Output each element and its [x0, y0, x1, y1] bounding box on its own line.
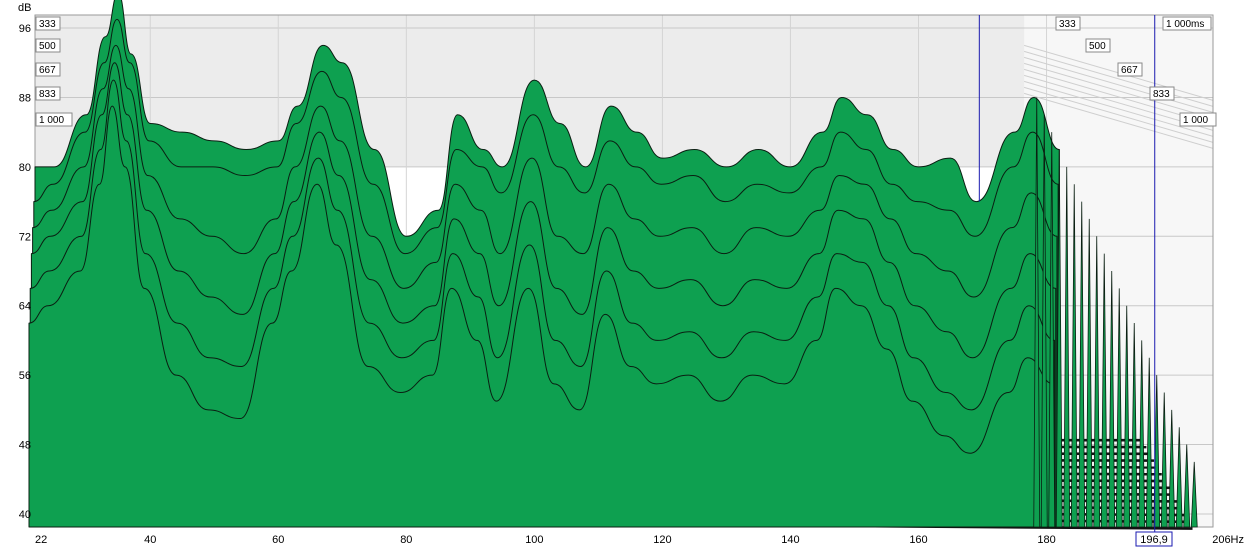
x-tick-label: 100: [525, 534, 543, 546]
ridge-fin: [1085, 218, 1093, 528]
y-tick-label: 80: [19, 162, 31, 174]
ridge-fin: [1093, 236, 1101, 528]
time-label-left: 833: [39, 89, 56, 100]
x-tick-label: 120: [653, 534, 671, 546]
ridge-fin: [1190, 461, 1198, 528]
cursor-readout: 196,9: [1140, 534, 1168, 546]
x-tick-label: 140: [781, 534, 799, 546]
side-wall: [1024, 15, 1213, 527]
ridge-fin: [1033, 97, 1041, 528]
x-axis: 22 40 60 80 100 120 140 160 180 206Hz: [35, 534, 1244, 546]
y-axis: 96 88 80 72 64 56 48 40: [19, 23, 31, 521]
time-label-right-box: [1085, 38, 1111, 53]
y-tick-label: 96: [19, 23, 31, 35]
ridge-fin: [1055, 149, 1063, 528]
ridge-fin: [1048, 132, 1056, 528]
ridge-fin: [1175, 427, 1183, 528]
ridge-fin: [1063, 166, 1071, 528]
x-tick-label: 60: [272, 534, 284, 546]
time-axis-labels: 333 500 667 833 1 000 333 500 667 833 1 000 1 000m…: [35, 16, 1217, 127]
time-label-left-box: [35, 86, 61, 101]
time-label-right-box: [1149, 86, 1175, 101]
waterfall-slices: [28, 0, 1198, 530]
grid-line-depth: [1023, 92, 1214, 149]
time-label-end: 1 000ms: [1166, 19, 1204, 30]
time-label-right: 1 000: [1183, 115, 1208, 126]
ridge-fin: [1183, 444, 1191, 528]
y-tick-label: 88: [19, 92, 31, 104]
x-tick-label: 80: [400, 534, 412, 546]
ridge-fin: [1160, 392, 1168, 528]
x-tick-label: 160: [909, 534, 927, 546]
time-label-left-box: [35, 16, 61, 31]
ridge-fin: [1040, 114, 1048, 528]
waterfall-slice: [28, 105, 1054, 528]
time-label-left: 1 000: [39, 115, 64, 126]
time-label-right-box: [1117, 62, 1143, 77]
time-label-end-box: [1162, 16, 1212, 31]
time-label-left: 333: [39, 19, 56, 30]
ridge-fin: [1145, 357, 1153, 528]
grid-line-depth: [1023, 80, 1214, 137]
time-label-right: 333: [1059, 19, 1076, 30]
y-tick-label: 56: [19, 370, 31, 382]
cursor-lines: [978, 15, 1156, 533]
ridge-fin: [1168, 409, 1176, 528]
time-label-right: 833: [1153, 89, 1170, 100]
y-tick-label: 72: [19, 231, 31, 243]
ridge-fin: [1138, 340, 1146, 528]
time-label-left-box: [35, 38, 61, 53]
x-tick-label: 180: [1037, 534, 1055, 546]
time-label-left: 667: [39, 65, 56, 76]
time-label-right: 667: [1121, 65, 1138, 76]
time-label-left-box: [35, 112, 73, 127]
x-tick-label: 40: [144, 534, 156, 546]
x-tick-label: 206Hz: [1212, 534, 1244, 546]
ridge-fin: [1100, 253, 1108, 528]
y-axis-label: dB: [18, 2, 31, 14]
x-tick-label: 22: [35, 534, 47, 546]
cursor-readout-box[interactable]: 196,9: [1135, 531, 1173, 547]
time-label-right-box: [1179, 112, 1217, 127]
ridge-fin: [1130, 323, 1138, 528]
time-label-right: 500: [1089, 41, 1106, 52]
ridge-fin: [1108, 270, 1116, 528]
time-label-left: 500: [39, 41, 56, 52]
grid-line-depth: [1023, 56, 1214, 113]
y-tick-label: 40: [19, 509, 31, 521]
ridge-fin: [1070, 184, 1078, 528]
grid-line-depth: [1023, 62, 1214, 119]
y-tick-label: 64: [19, 301, 31, 313]
ridge-fin: [1123, 305, 1131, 528]
y-tick-label: 48: [19, 440, 31, 452]
ridge-fin: [1078, 201, 1086, 528]
grid-line-depth: [1023, 50, 1214, 107]
grid-line-depth: [1023, 86, 1214, 143]
ridge-fin: [1115, 288, 1123, 528]
time-label-left-box: [35, 62, 61, 77]
time-label-right-box: [1055, 16, 1081, 31]
